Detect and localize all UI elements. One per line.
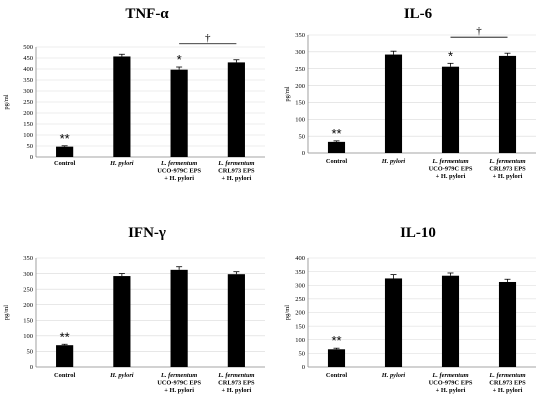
significance-marker: * (177, 52, 182, 67)
y-tick-label: 100 (23, 132, 33, 139)
chart-panel-3: IFN-γ pg/ml 0 50 100 150 200 250 300 350 ** Control… (3, 225, 265, 394)
y-tick-label: 350 (295, 269, 305, 276)
y-tick-label: 300 (295, 282, 305, 289)
x-category-label: H. pylori (381, 372, 406, 379)
y-tick-label: 100 (295, 337, 305, 344)
y-tick-label: 0 (302, 150, 305, 157)
bar (327, 349, 346, 367)
chart-title: TNF-α (125, 6, 169, 22)
y-tick-label: 150 (23, 317, 33, 324)
y-tick-label: 250 (295, 66, 305, 73)
bar (113, 276, 131, 367)
x-category-label: L. fermentum CRL973 EPS + H. pylori (217, 372, 255, 394)
x-category-label: Control (326, 158, 347, 165)
bar (498, 55, 517, 153)
y-tick-label: 0 (302, 364, 305, 371)
x-category-label: L. fermentum UCO-979C EPS + H. pylori (429, 372, 473, 394)
y-tick-label: 200 (295, 83, 305, 90)
bar (327, 141, 346, 153)
y-tick-label: 350 (23, 77, 33, 84)
significance-marker: ** (331, 126, 341, 141)
comparison-marker: † (205, 32, 211, 44)
y-tick-label: 250 (23, 99, 33, 106)
y-tick-label: 200 (295, 310, 305, 317)
significance-marker: * (448, 48, 453, 63)
bar (56, 146, 74, 157)
x-category-label: L. fermentum CRL973 EPS + H. pylori (488, 372, 526, 394)
y-tick-label: 50 (299, 351, 306, 358)
y-tick-label: 400 (295, 255, 305, 262)
chart-title: IL-6 (404, 6, 433, 22)
y-tick-label: 100 (295, 116, 305, 123)
x-category-label: Control (54, 372, 75, 379)
bar (498, 281, 517, 367)
y-axis-label: pg/ml (3, 94, 10, 109)
y-tick-label: 200 (23, 110, 33, 117)
y-tick-label: 300 (23, 271, 33, 278)
y-tick-label: 50 (27, 143, 34, 150)
x-category-label: L. fermentum CRL973 EPS + H. pylori (488, 158, 526, 180)
y-tick-label: 50 (299, 133, 306, 140)
bar (170, 269, 188, 367)
y-axis-label: pg/ml (284, 86, 291, 101)
y-tick-label: 0 (30, 154, 33, 161)
chart-panel-2: IL-6 pg/ml 0 50 100 150 200 250 300 350 ** Control H… (284, 6, 536, 180)
bar (441, 66, 460, 153)
significance-marker: ** (331, 333, 341, 348)
y-tick-label: 300 (23, 88, 33, 95)
y-tick-label: 100 (23, 333, 33, 340)
y-tick-label: 150 (23, 121, 33, 128)
y-tick-label: 250 (295, 296, 305, 303)
x-category-label: L. fermentum UCO-979C EPS + H. pylori (429, 158, 473, 180)
bar (384, 54, 403, 153)
y-tick-label: 300 (295, 49, 305, 56)
chart-title: IL-10 (400, 225, 436, 241)
y-tick-label: 150 (295, 100, 305, 107)
y-tick-label: 350 (23, 255, 33, 262)
x-category-label: H. pylori (109, 372, 134, 379)
x-category-label: L. fermentum UCO-979C EPS + H. pylori (157, 372, 201, 394)
y-tick-label: 250 (23, 286, 33, 293)
y-tick-label: 150 (295, 323, 305, 330)
x-category-label: H. pylori (109, 160, 134, 167)
y-tick-label: 350 (295, 32, 305, 39)
bar (227, 62, 245, 157)
y-axis-label: pg/ml (284, 305, 291, 320)
chart-title: IFN-γ (128, 225, 166, 241)
significance-marker: ** (60, 329, 70, 344)
y-tick-label: 0 (30, 364, 33, 371)
bar (384, 278, 403, 367)
bar (113, 56, 131, 157)
x-category-label: Control (54, 160, 75, 167)
bar (227, 274, 245, 367)
y-tick-label: 400 (23, 66, 33, 73)
chart-panel-4: IL-10 pg/ml 0 50 100 150 200 250 300 350 400 ** Cont… (284, 225, 536, 394)
y-tick-label: 450 (23, 55, 33, 62)
x-category-label: L. fermentum CRL973 EPS + H. pylori (217, 160, 255, 182)
bar (441, 275, 460, 367)
x-category-label: Control (326, 372, 347, 379)
y-tick-label: 200 (23, 302, 33, 309)
y-tick-label: 500 (23, 44, 33, 51)
bar (170, 69, 188, 157)
x-category-label: L. fermentum UCO-979C EPS + H. pylori (157, 160, 201, 182)
bar (56, 345, 74, 367)
comparison-marker: † (476, 25, 482, 37)
x-category-label: H. pylori (381, 158, 406, 165)
y-tick-label: 50 (27, 349, 34, 356)
chart-panel-1: TNF-α pg/ml 0 50 100 150 200 250 300 350 400 450 500… (3, 6, 265, 182)
significance-marker: ** (60, 131, 70, 146)
y-axis-label: pg/ml (3, 305, 10, 320)
